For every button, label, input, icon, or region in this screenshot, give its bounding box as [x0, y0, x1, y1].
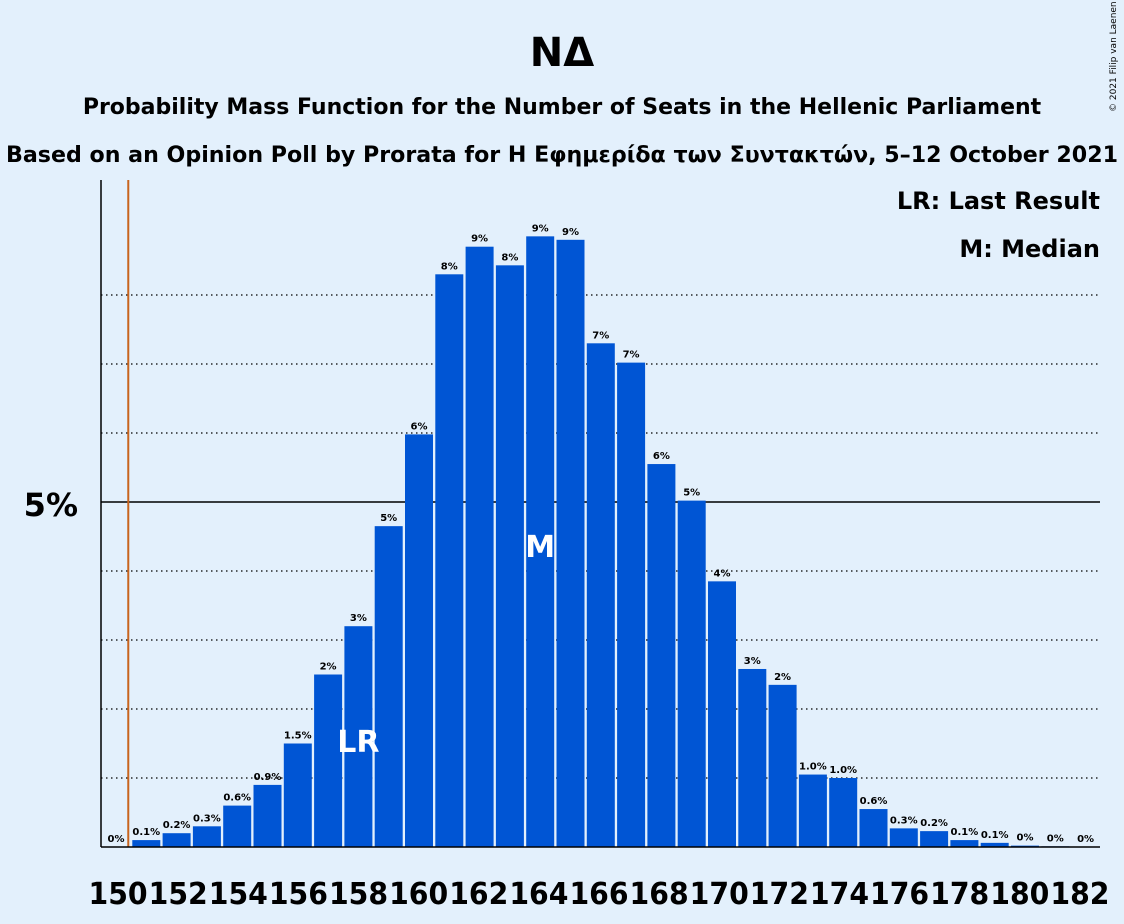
bar-data-label: 2%: [774, 672, 791, 683]
legend-last-result: LR: Last Result: [897, 187, 1100, 215]
markers: LR M: [127, 180, 555, 847]
x-tick-labels: 150 152 154 156 158 160 162 164 166 168 170 172 174 1…: [89, 877, 1110, 912]
bar-data-label: 0.3%: [890, 815, 918, 826]
x-tick-label: 160: [389, 877, 448, 912]
bar-seats-165: [556, 239, 585, 848]
bar-seats-173: [798, 774, 827, 847]
bar-seats-152: [162, 833, 191, 847]
bar-seats-177: [920, 831, 949, 847]
bar-data-label: 0.6%: [223, 793, 251, 804]
bar-data-label: 0%: [108, 834, 125, 845]
axes: [100, 180, 1100, 848]
bar-labels: 0%0.1%0.2%0.3%0.6%0.9%1.5%2%3%5%6%8%9%8%…: [108, 223, 1095, 845]
x-tick-label: 182: [1050, 877, 1109, 912]
chart-title: ΝΔ: [530, 30, 594, 76]
x-tick-label: 156: [269, 877, 328, 912]
bar-data-label: 0.1%: [132, 827, 160, 838]
bar-data-label: 6%: [411, 421, 428, 432]
x-tick-label: 164: [509, 877, 568, 912]
bars: [132, 236, 1070, 848]
bar-data-label: 9%: [471, 234, 488, 245]
copyright-notice: © 2021 Filip van Laenen: [1109, 1, 1119, 112]
bar-seats-158: [344, 626, 373, 847]
bar-data-label: 0%: [1047, 833, 1064, 844]
bar-seats-159: [374, 526, 403, 847]
bar-data-label: 6%: [653, 451, 670, 462]
bar-data-label: 0.9%: [254, 772, 282, 783]
bar-seats-155: [253, 784, 282, 847]
bar-seats-153: [192, 826, 221, 847]
last-result-marker: LR: [337, 725, 379, 760]
bar-seats-163: [495, 265, 524, 848]
x-tick-label: 178: [930, 877, 989, 912]
bar-data-label: 5%: [683, 488, 700, 499]
bar-seats-178: [950, 840, 979, 847]
bar-data-label: 0.6%: [860, 796, 888, 807]
x-tick-label: 162: [449, 877, 508, 912]
x-tick-label: 152: [149, 877, 208, 912]
bar-data-label: 7%: [623, 350, 640, 361]
bar-data-label: 0%: [1077, 834, 1094, 845]
bar-seats-157: [314, 674, 343, 847]
bar-data-label: 9%: [562, 227, 579, 238]
bar-data-label: 9%: [532, 223, 549, 234]
bar-seats-172: [768, 684, 797, 847]
bar-seats-174: [829, 778, 858, 847]
bar-data-label: 3%: [350, 613, 367, 624]
bar-seats-167: [617, 362, 646, 847]
x-tick-label: 180: [990, 877, 1049, 912]
x-tick-label: 154: [209, 877, 268, 912]
bar-data-label: 0%: [1017, 833, 1034, 844]
bar-seats-176: [889, 828, 918, 847]
bar-data-label: 7%: [592, 330, 609, 341]
x-tick-label: 166: [569, 877, 628, 912]
bar-seats-171: [738, 668, 767, 847]
bar-data-label: 3%: [744, 656, 761, 667]
bar-seats-162: [465, 246, 494, 847]
bar-seats-175: [859, 809, 888, 847]
bar-data-label: 8%: [501, 252, 518, 263]
bar-data-label: 0.2%: [920, 818, 948, 829]
bar-seats-164: [526, 236, 555, 848]
bar-seats-169: [677, 500, 706, 847]
bar-seats-179: [980, 842, 1009, 847]
bar-data-label: 1.0%: [829, 765, 857, 776]
bar-data-label: 1.5%: [284, 731, 312, 742]
median-marker: M: [525, 530, 555, 565]
bar-seats-160: [405, 434, 433, 847]
bar-seats-170: [708, 581, 736, 847]
y-tick-label: 5%: [24, 486, 78, 524]
x-tick-label: 172: [750, 877, 809, 912]
x-tick-label: 150: [89, 877, 148, 912]
chart-subtitle: Probability Mass Function for the Number…: [83, 95, 1042, 120]
bar-data-label: 1.0%: [799, 762, 827, 773]
x-tick-label: 158: [329, 877, 388, 912]
bar-seats-154: [223, 805, 252, 847]
bar-data-label: 0.1%: [951, 827, 979, 838]
bar-data-label: 4%: [714, 568, 731, 579]
chart-subtitle-2: Based on an Opinion Poll by Prorata for …: [6, 143, 1118, 168]
bar-seats-151: [132, 840, 161, 847]
x-tick-label: 176: [870, 877, 929, 912]
bar-seats-166: [586, 343, 615, 847]
bar-data-label: 5%: [380, 513, 397, 524]
x-tick-label: 168: [630, 877, 689, 912]
bar-data-label: 0.2%: [163, 820, 191, 831]
bar-seats-168: [647, 464, 676, 847]
x-tick-label: 170: [690, 877, 749, 912]
legend-median: M: Median: [959, 235, 1100, 263]
bar-data-label: 0.1%: [981, 830, 1009, 841]
bar-data-label: 0.3%: [193, 813, 221, 824]
bar-seats-161: [435, 274, 464, 847]
bar-data-label: 8%: [441, 261, 458, 272]
bar-data-label: 2%: [320, 662, 337, 673]
x-tick-label: 174: [810, 877, 869, 912]
bar-seats-156: [283, 743, 312, 847]
